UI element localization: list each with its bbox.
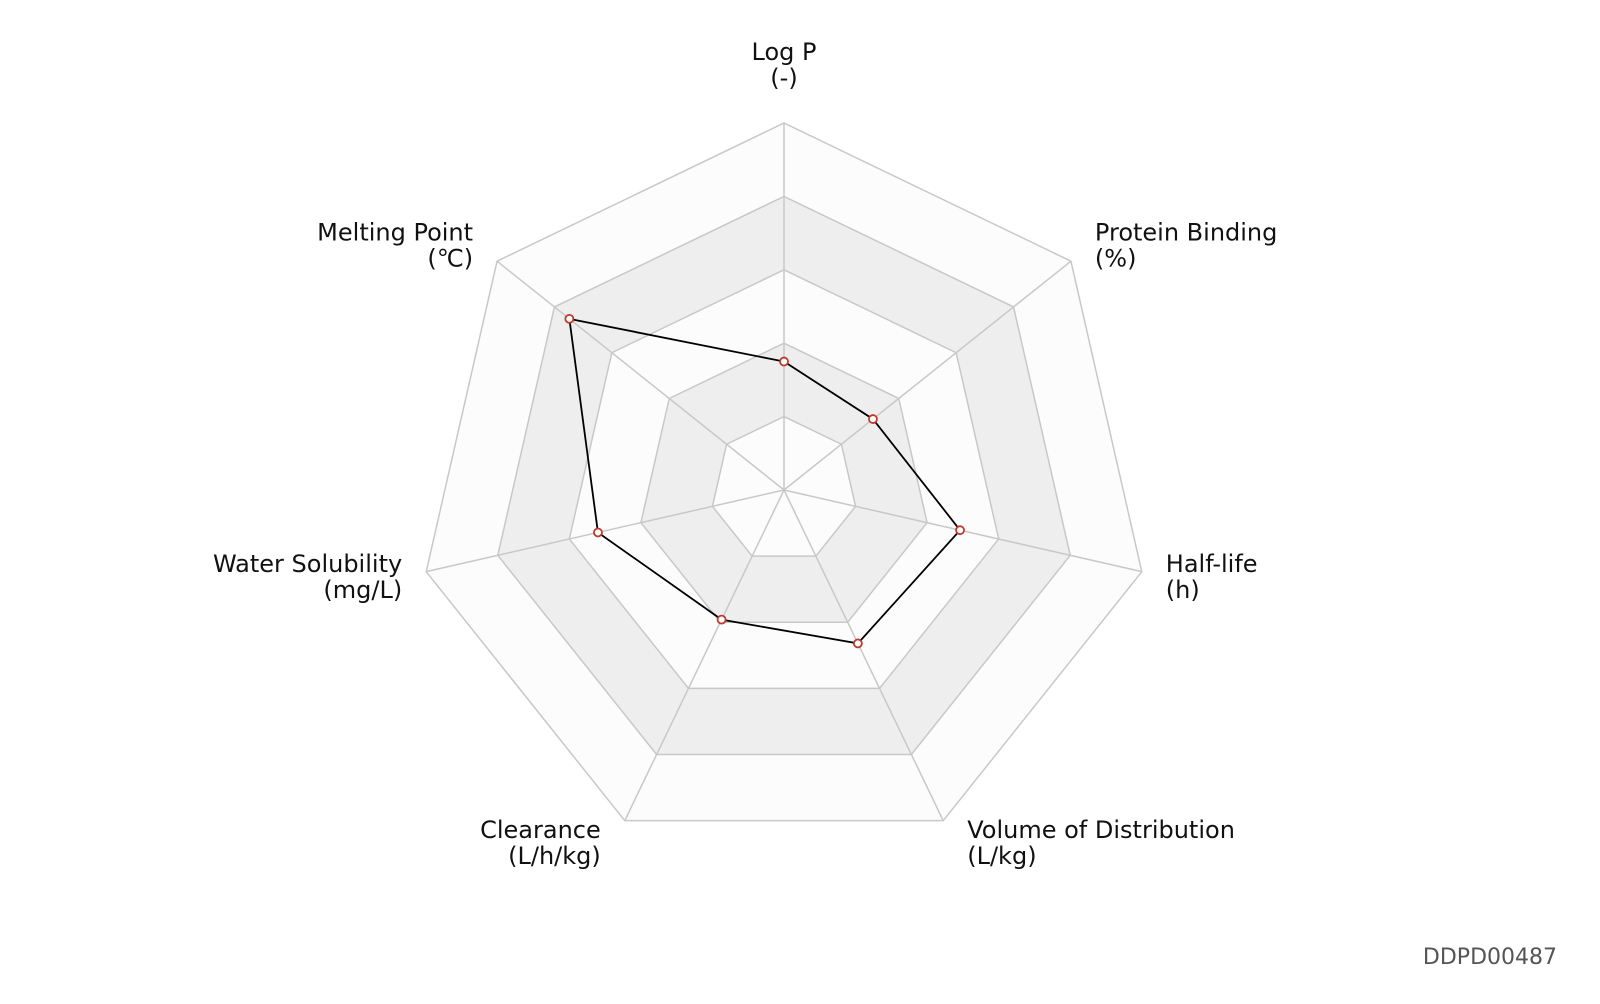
axis-unit: (℃) bbox=[427, 245, 473, 273]
axis-line bbox=[496, 260, 785, 491]
watermark: DDPD00487 bbox=[1423, 945, 1557, 970]
axis-unit: (-) bbox=[770, 64, 797, 92]
axis-unit: (L/h/kg) bbox=[508, 842, 601, 870]
axis-label: Half-life bbox=[1166, 550, 1258, 578]
axis-label: Protein Binding bbox=[1095, 219, 1277, 247]
data-point bbox=[955, 525, 965, 536]
data-point bbox=[868, 414, 878, 424]
axis-line bbox=[624, 489, 785, 821]
axis-line bbox=[783, 489, 944, 821]
axis-label: Log P bbox=[752, 38, 817, 66]
axis-unit: (mg/L) bbox=[323, 576, 402, 604]
axis-line bbox=[783, 260, 1072, 491]
data-point bbox=[593, 527, 603, 538]
axis-label: Water Solubility bbox=[213, 550, 402, 578]
axis-line bbox=[426, 489, 785, 573]
axis-unit: (%) bbox=[1095, 245, 1137, 273]
axis-unit: (L/kg) bbox=[967, 842, 1036, 870]
data-point bbox=[716, 614, 727, 625]
axis-label: Clearance bbox=[480, 816, 601, 844]
data-point bbox=[564, 313, 575, 324]
data-point bbox=[779, 356, 789, 367]
axis-unit: (h) bbox=[1166, 576, 1200, 604]
axis-label: Melting Point bbox=[317, 219, 473, 247]
data-point bbox=[852, 638, 863, 649]
data-line bbox=[568, 317, 962, 645]
axis-label: Volume of Distribution bbox=[967, 816, 1235, 844]
